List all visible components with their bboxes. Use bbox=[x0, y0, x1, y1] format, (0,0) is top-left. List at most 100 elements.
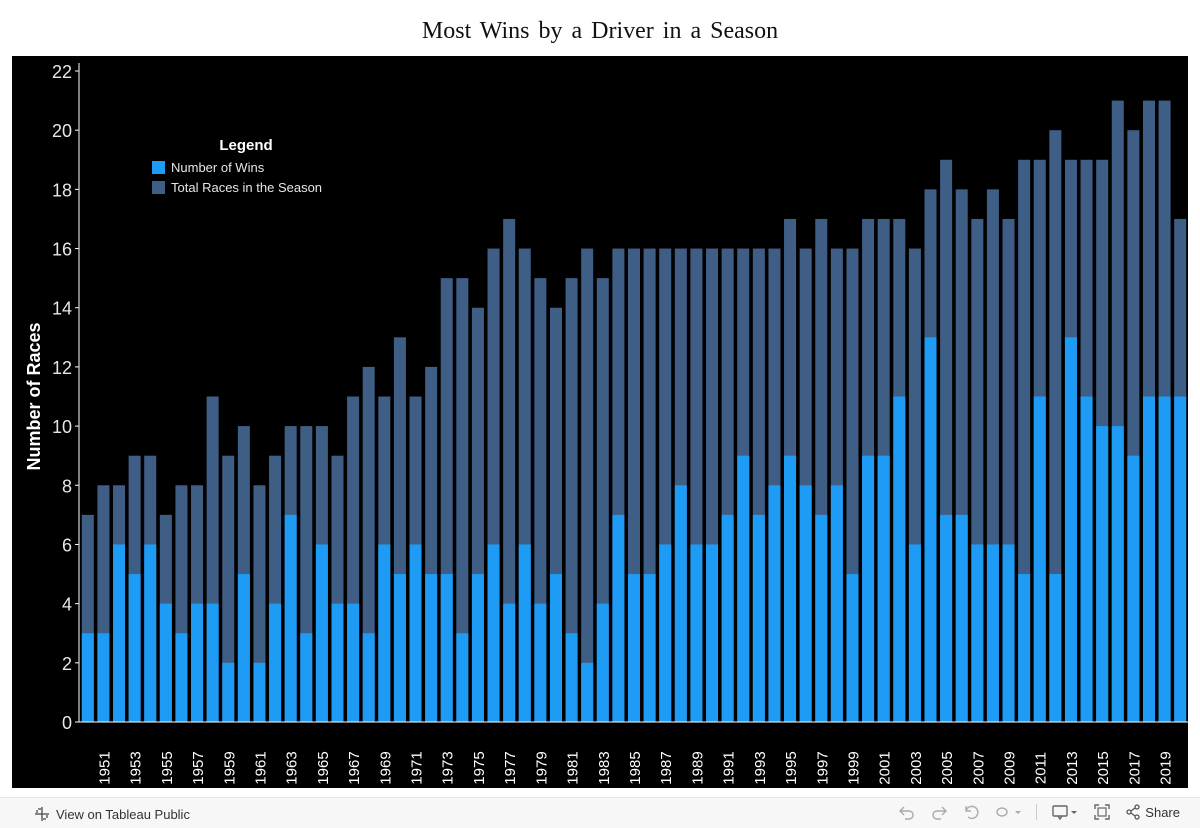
share-button[interactable]: Share bbox=[1125, 804, 1180, 820]
wins-bar[interactable] bbox=[409, 544, 422, 722]
wins-bar[interactable] bbox=[721, 514, 734, 722]
wins-bar[interactable] bbox=[955, 514, 968, 722]
wins-bar[interactable] bbox=[1002, 544, 1015, 722]
wins-bar[interactable] bbox=[144, 544, 157, 722]
tableau-logo-icon bbox=[35, 807, 49, 821]
revert-button[interactable] bbox=[962, 804, 980, 820]
wins-bar[interactable] bbox=[471, 574, 484, 722]
wins-bar[interactable] bbox=[518, 544, 531, 722]
x-tick-label: 2005 bbox=[939, 751, 956, 784]
wins-bar[interactable] bbox=[612, 514, 625, 722]
wins-bar[interactable] bbox=[315, 544, 328, 722]
wins-bar[interactable] bbox=[300, 633, 313, 722]
wins-bar[interactable] bbox=[253, 662, 266, 722]
view-on-tableau-link[interactable]: View on Tableau Public bbox=[34, 806, 190, 822]
download-icon bbox=[1052, 805, 1078, 820]
wins-bar[interactable] bbox=[1033, 396, 1046, 723]
wins-bar[interactable] bbox=[347, 603, 360, 722]
wins-bar[interactable] bbox=[487, 544, 500, 722]
wins-bar[interactable] bbox=[690, 544, 703, 722]
x-tick-label: 2003 bbox=[908, 751, 925, 784]
wins-bar[interactable] bbox=[1127, 455, 1140, 722]
y-tick-label: 12 bbox=[52, 358, 72, 378]
wins-bar[interactable] bbox=[924, 337, 937, 722]
wins-bar[interactable] bbox=[799, 485, 812, 722]
total-races-bar[interactable] bbox=[581, 248, 594, 722]
wins-bar[interactable] bbox=[97, 633, 110, 722]
download-button[interactable] bbox=[1051, 804, 1079, 820]
wins-bar[interactable] bbox=[565, 633, 578, 722]
x-tick-label: 1981 bbox=[565, 751, 582, 784]
wins-bar[interactable] bbox=[159, 603, 172, 722]
wins-bar[interactable] bbox=[113, 544, 126, 722]
wins-bar[interactable] bbox=[659, 544, 672, 722]
wins-bar[interactable] bbox=[175, 633, 188, 722]
wins-bar[interactable] bbox=[440, 574, 453, 722]
wins-bar[interactable] bbox=[128, 574, 141, 722]
wins-bar[interactable] bbox=[846, 574, 859, 722]
wins-bar[interactable] bbox=[237, 574, 250, 722]
wins-bar[interactable] bbox=[269, 603, 282, 722]
tableau-toolbar: View on Tableau Public Share bbox=[0, 797, 1200, 828]
wins-bar[interactable] bbox=[596, 603, 609, 722]
wins-bar[interactable] bbox=[877, 455, 890, 722]
wins-bar[interactable] bbox=[1064, 337, 1077, 722]
wins-bar[interactable] bbox=[81, 633, 94, 722]
wins-bar[interactable] bbox=[1111, 426, 1124, 722]
wins-bar[interactable] bbox=[191, 603, 204, 722]
x-tick-label: 2011 bbox=[1033, 752, 1050, 784]
wins-bar[interactable] bbox=[331, 603, 344, 722]
x-tick-label: 1985 bbox=[627, 751, 644, 784]
wins-bar[interactable] bbox=[986, 544, 999, 722]
wins-bar[interactable] bbox=[752, 514, 765, 722]
wins-bar[interactable] bbox=[737, 455, 750, 722]
wins-bar[interactable] bbox=[284, 514, 297, 722]
wins-bar[interactable] bbox=[862, 455, 875, 722]
wins-bar[interactable] bbox=[393, 574, 406, 722]
wins-bar[interactable] bbox=[706, 544, 719, 722]
wins-bar[interactable] bbox=[830, 485, 843, 722]
wins-bar[interactable] bbox=[1018, 574, 1031, 722]
wins-bar[interactable] bbox=[940, 514, 953, 722]
wins-bar[interactable] bbox=[815, 514, 828, 722]
fullscreen-button[interactable] bbox=[1093, 804, 1111, 820]
y-tick-label: 6 bbox=[62, 535, 72, 555]
wins-bar[interactable] bbox=[893, 396, 906, 723]
total-races-bar[interactable] bbox=[456, 278, 469, 722]
wins-bar[interactable] bbox=[206, 603, 219, 722]
wins-bar[interactable] bbox=[908, 544, 921, 722]
wins-bar[interactable] bbox=[627, 574, 641, 722]
wins-bar[interactable] bbox=[378, 544, 391, 722]
wins-bar[interactable] bbox=[1049, 574, 1062, 722]
wins-bar[interactable] bbox=[549, 574, 562, 722]
wins-bar[interactable] bbox=[1080, 396, 1093, 723]
wins-bar[interactable] bbox=[222, 662, 235, 722]
wins-bar[interactable] bbox=[971, 544, 984, 722]
wins-bar[interactable] bbox=[362, 633, 375, 722]
wins-bar[interactable] bbox=[1142, 396, 1155, 723]
y-tick-label: 0 bbox=[62, 713, 72, 733]
x-tick-label: 1987 bbox=[658, 751, 675, 784]
redo-button[interactable] bbox=[930, 804, 948, 820]
x-tick-label: 2017 bbox=[1126, 751, 1143, 784]
wins-bar[interactable] bbox=[456, 633, 469, 722]
wins-bar[interactable] bbox=[1096, 426, 1109, 722]
total-races-bar[interactable] bbox=[565, 278, 578, 722]
wins-bar[interactable] bbox=[503, 603, 516, 722]
undo-button[interactable] bbox=[898, 804, 916, 820]
total-races-bar[interactable] bbox=[503, 218, 516, 723]
wins-bar[interactable] bbox=[581, 662, 594, 722]
wins-bar[interactable] bbox=[784, 455, 797, 722]
legend-label: Total Races in the Season bbox=[171, 180, 322, 195]
revert-icon bbox=[965, 805, 979, 820]
wins-bar[interactable] bbox=[768, 485, 781, 722]
wins-bar[interactable] bbox=[1158, 396, 1171, 723]
wins-bar[interactable] bbox=[534, 603, 547, 722]
wins-bar[interactable] bbox=[1174, 396, 1187, 723]
total-races-bar[interactable] bbox=[222, 455, 235, 722]
chart-title: Most Wins by a Driver in a Season bbox=[421, 18, 779, 44]
wins-bar[interactable] bbox=[643, 574, 656, 722]
wins-bar[interactable] bbox=[674, 485, 687, 722]
refresh-button[interactable] bbox=[994, 804, 1022, 820]
wins-bar[interactable] bbox=[425, 574, 438, 722]
